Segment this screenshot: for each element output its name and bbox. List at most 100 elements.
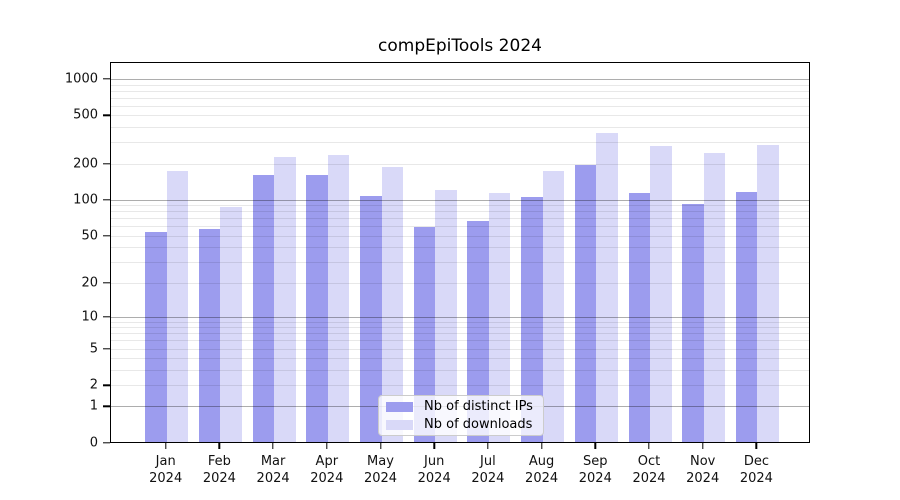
bar-mar-downloads: [274, 157, 296, 442]
x-tick-mark: [433, 443, 435, 449]
gridline-minor: [111, 163, 809, 165]
bar-dec-downloads: [757, 144, 779, 442]
bar-feb-downloads: [220, 207, 242, 442]
gridline-major: [111, 199, 809, 201]
x-tick-mark: [326, 443, 328, 449]
y-tick-mark: [103, 405, 110, 408]
y-tick-label: 1: [89, 398, 98, 414]
x-tick-label: Nov 2024: [686, 454, 720, 486]
y-tick-mark: [103, 281, 110, 284]
y-tick-label: 50: [81, 228, 98, 244]
gridline-minor: [111, 282, 809, 284]
bar-nov-downloads: [703, 153, 726, 442]
x-tick-label: Dec 2024: [739, 454, 773, 486]
gridline-minor: [111, 226, 809, 228]
y-tick-mark: [103, 78, 110, 80]
gridline-major: [111, 79, 809, 80]
bar-apr-downloads: [327, 155, 350, 442]
gridline-minor: [111, 333, 809, 335]
gridline-minor: [111, 340, 809, 342]
x-tick-mark: [594, 443, 596, 449]
y-tick-mark: [103, 315, 110, 318]
y-tick-mark: [103, 384, 110, 386]
y-tick-mark: [103, 347, 110, 350]
y-tick-label: 500: [73, 107, 98, 123]
x-tick-label: Oct 2024: [632, 454, 666, 486]
x-tick-label: Feb 2024: [202, 454, 236, 486]
gridline-minor: [111, 247, 809, 249]
bar-may-distinct-ips: [360, 195, 382, 442]
y-tick-label: 20: [81, 275, 98, 291]
legend: Nb of distinct IPs Nb of downloads: [378, 395, 544, 436]
x-tick-mark: [164, 443, 167, 449]
bar-nov-distinct-ips: [682, 203, 704, 442]
x-tick-mark: [272, 443, 274, 449]
gridline-minor: [111, 115, 809, 117]
gridline-minor: [111, 105, 809, 107]
bar-mar-distinct-ips: [252, 175, 275, 442]
bar-jun-distinct-ips: [413, 227, 436, 442]
bar-jul-distinct-ips: [467, 221, 489, 442]
y-tick-label: 10: [81, 309, 98, 325]
gridline-minor: [111, 84, 809, 86]
legend-label-distinct-ips: Nb of distinct IPs: [424, 399, 533, 414]
legend-item-distinct-ips: Nb of distinct IPs: [386, 399, 535, 414]
bar-oct-downloads: [650, 145, 672, 442]
bar-oct-distinct-ips: [628, 192, 650, 442]
x-tick-mark: [487, 443, 489, 449]
gridline-minor: [111, 90, 809, 92]
x-tick-mark: [701, 443, 704, 449]
x-tick-label: Jul 2024: [471, 454, 505, 486]
y-tick-label: 2: [89, 377, 98, 393]
legend-swatch-distinct-ips: [386, 401, 413, 412]
gridline-minor: [111, 205, 809, 207]
bar-may-downloads: [381, 166, 403, 442]
chart-title: compEpiTools 2024: [378, 36, 542, 56]
x-tick-mark: [755, 443, 758, 449]
x-tick-mark: [379, 443, 382, 449]
y-tick-mark: [103, 114, 110, 117]
x-tick-label: Sep 2024: [578, 454, 612, 486]
gridline-minor: [111, 127, 809, 129]
x-tick-label: Mar 2024: [256, 454, 290, 486]
x-tick-label: May 2024: [363, 454, 398, 486]
gridline-minor: [111, 97, 809, 99]
bar-jan-downloads: [166, 170, 189, 442]
x-tick-label: Jun 2024: [417, 454, 451, 486]
gridline-minor: [111, 218, 809, 220]
bar-sep-distinct-ips: [574, 165, 597, 442]
gridline-minor: [111, 327, 809, 329]
y-tick-mark: [103, 199, 110, 201]
gridline-minor: [111, 211, 809, 213]
x-tick-label: Apr 2024: [310, 454, 344, 486]
gridline-minor: [111, 235, 809, 237]
legend-swatch-downloads: [386, 419, 413, 430]
bar-apr-distinct-ips: [306, 174, 328, 442]
gridline-minor: [111, 321, 809, 323]
bar-sep-downloads: [596, 133, 618, 442]
bar-feb-distinct-ips: [198, 229, 221, 442]
x-tick-label: Jan 2024: [149, 454, 183, 486]
y-tick-label: 200: [73, 156, 98, 172]
x-tick-mark: [218, 443, 221, 449]
gridline-minor: [111, 142, 809, 144]
gridline-minor: [111, 385, 809, 387]
y-tick-mark: [103, 442, 110, 444]
x-tick-mark: [540, 443, 543, 449]
gridline-minor: [111, 358, 809, 360]
y-tick-label: 1000: [64, 71, 98, 87]
bar-jun-downloads: [435, 189, 457, 442]
bar-jul-downloads: [488, 193, 511, 442]
gridline-minor: [111, 262, 809, 264]
bar-dec-distinct-ips: [735, 192, 758, 442]
gridline-minor: [111, 369, 809, 371]
bar-aug-distinct-ips: [521, 196, 543, 442]
y-tick-mark: [103, 235, 110, 237]
gridline-minor: [111, 348, 809, 350]
y-tick-label: 5: [89, 341, 98, 357]
y-tick-mark: [103, 162, 110, 165]
gridline-major: [111, 316, 809, 318]
y-tick-label: 0: [89, 435, 98, 451]
legend-item-downloads: Nb of downloads: [386, 417, 535, 432]
